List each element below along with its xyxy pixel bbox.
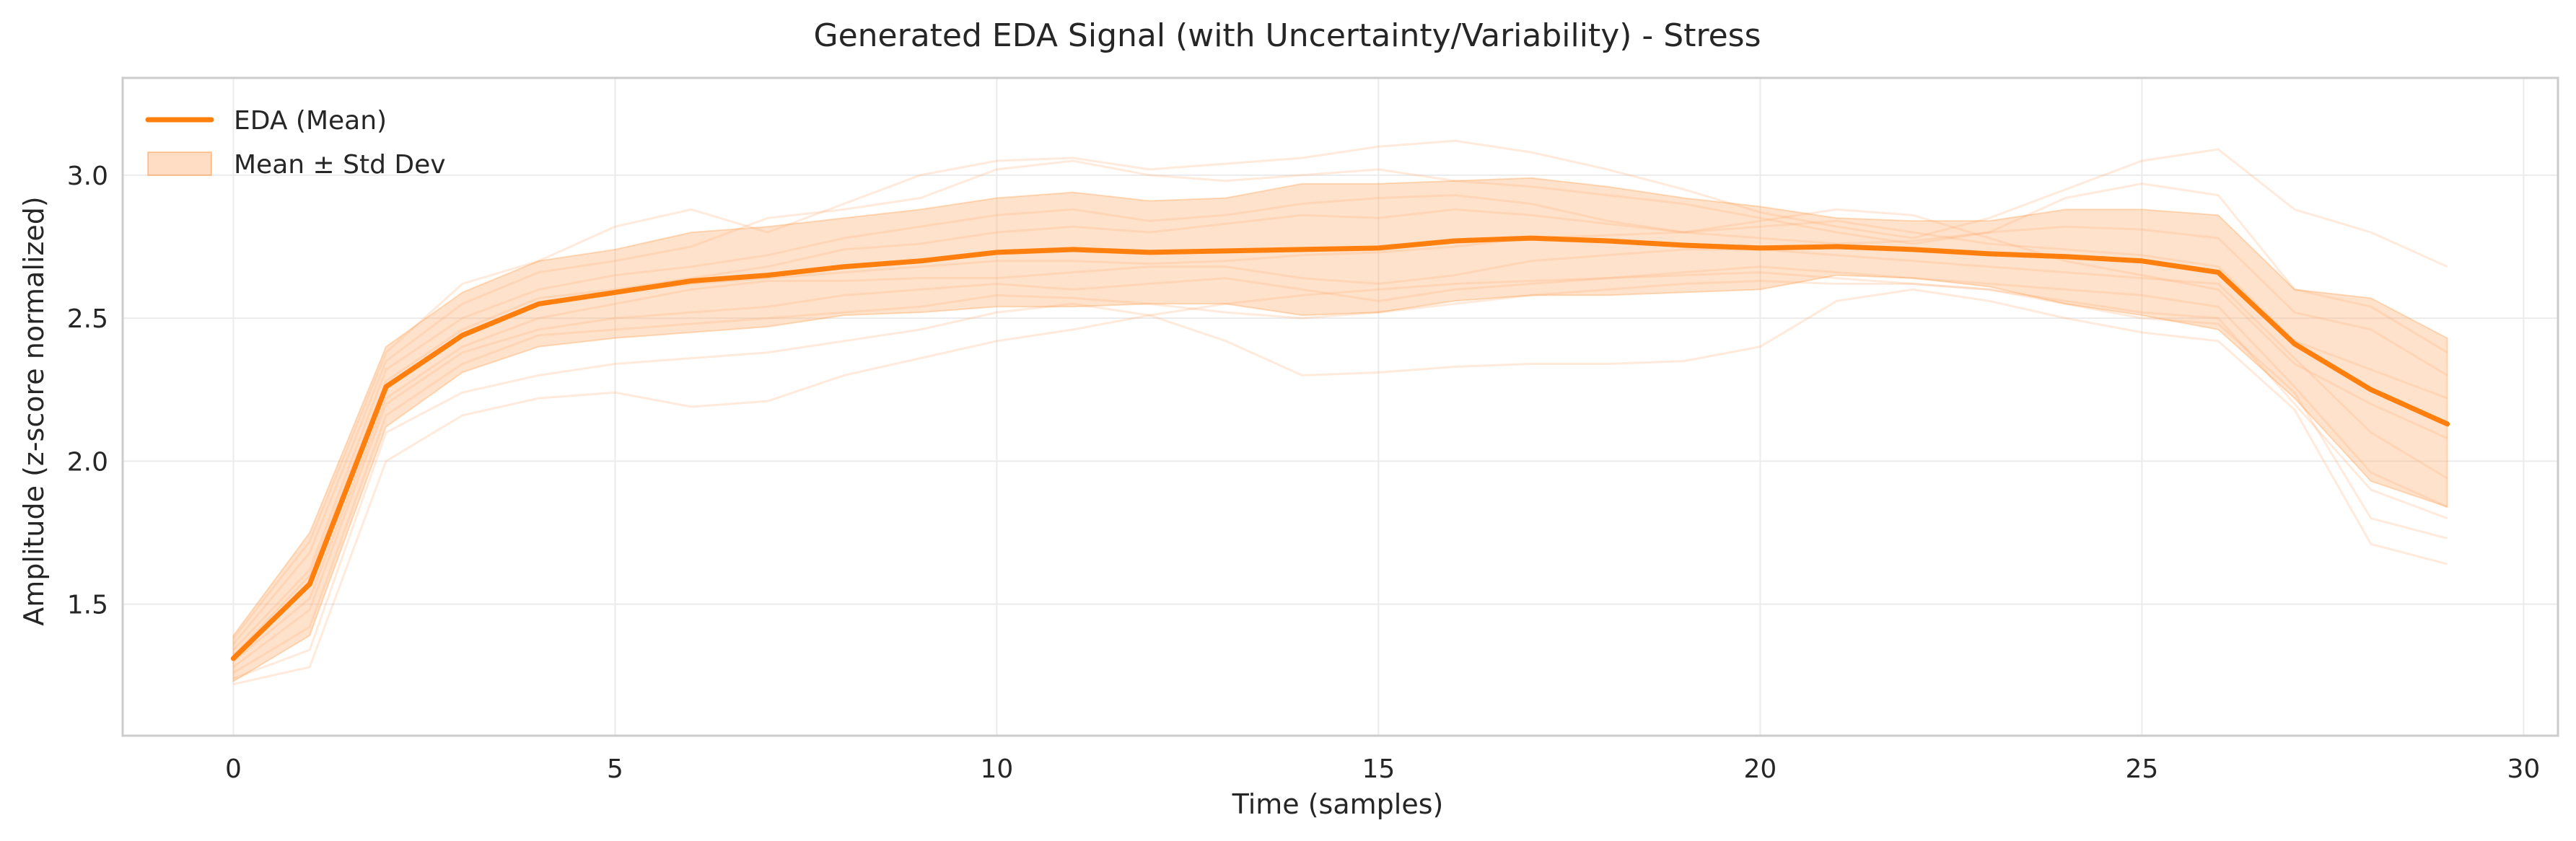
sample-trace-line	[233, 271, 2448, 686]
grid-lines	[123, 78, 2558, 736]
sample-trace-line	[232, 159, 2448, 646]
plot-frame	[121, 76, 2559, 737]
sample-trace-line	[232, 139, 2448, 640]
legend: EDA (Mean) Mean ± Std Dev	[145, 106, 446, 180]
sample-trace-line	[232, 248, 2448, 663]
y-tick-label: 2.0	[67, 447, 108, 477]
mean-line	[230, 235, 2450, 661]
y-axis-label: Amplitude (z-score normalized)	[18, 196, 50, 625]
y-tick-label: 2.5	[67, 304, 108, 334]
std-dev-band	[232, 177, 2448, 683]
y-tick-label: 1.5	[67, 591, 108, 620]
y-tick-label: 3.0	[67, 162, 108, 191]
x-tick-label: 15	[1362, 754, 1395, 784]
x-axis-ticks: 0 5 10 15 20 25 30	[225, 754, 2540, 784]
sample-trace-line	[232, 194, 2448, 651]
std-dev-band-layer	[232, 177, 2448, 683]
x-tick-label: 0	[225, 754, 242, 784]
mean-line-layer	[230, 235, 2450, 661]
chart-title: Generated EDA Signal (with Uncertainty/V…	[814, 17, 1761, 54]
plot-background	[123, 78, 2558, 736]
sample-trace-line	[232, 288, 2448, 680]
x-tick-label: 20	[1743, 754, 1777, 784]
legend-label-mean: EDA (Mean)	[234, 106, 387, 136]
plot-area	[121, 76, 2559, 737]
legend-label-band: Mean ± Std Dev	[234, 150, 446, 180]
y-axis-ticks: 1.5 2.0 2.5 3.0	[67, 162, 108, 620]
x-axis-label: Time (samples)	[1232, 788, 1444, 820]
sample-trace-line	[232, 265, 2448, 669]
legend-band-swatch	[147, 151, 212, 176]
x-tick-label: 5	[607, 754, 623, 784]
x-tick-label: 10	[980, 754, 1013, 784]
sample-trace-line	[232, 208, 2448, 657]
sample-trace-line	[232, 279, 2448, 674]
x-tick-label: 30	[2507, 754, 2540, 784]
x-tick-label: 25	[2125, 754, 2158, 784]
